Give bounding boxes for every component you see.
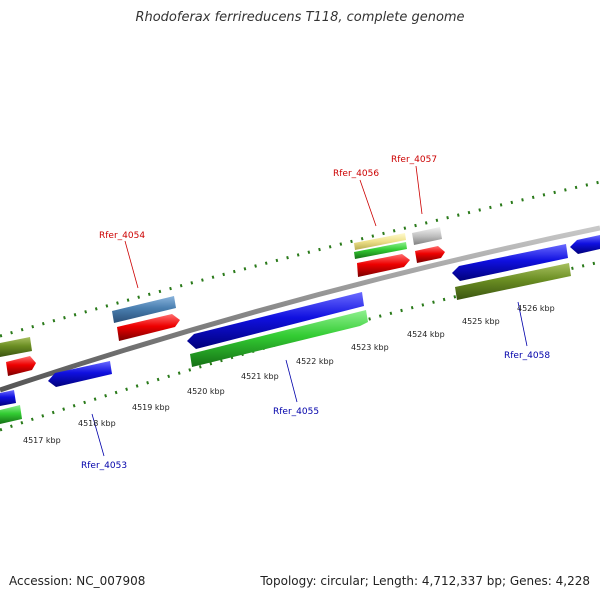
gene-green-left-edge bbox=[0, 405, 22, 424]
genome-backbone bbox=[0, 225, 600, 393]
kbp-label: 4521 kbp bbox=[241, 372, 279, 381]
kbp-label: 4526 kbp bbox=[517, 304, 555, 313]
kbp-label: 4522 kbp bbox=[296, 357, 334, 366]
gene-blue-left-edge bbox=[0, 390, 16, 406]
gene-label-rfer4055: Rfer_4055 bbox=[273, 407, 319, 417]
genome-summary-text: Topology: circular; Length: 4,712,337 bp… bbox=[260, 574, 590, 588]
label-leader-lines bbox=[91, 165, 528, 457]
lower-tick-ring bbox=[0, 260, 600, 432]
gene-red-rfer4054 bbox=[117, 314, 180, 341]
gene-red-left bbox=[6, 356, 36, 376]
gene-blue-right-edge bbox=[570, 235, 600, 254]
gene-label-rfer4058: Rfer_4058 bbox=[504, 351, 550, 361]
gene-olive-left bbox=[0, 337, 32, 357]
gene-blue-rfer4055 bbox=[187, 292, 364, 349]
gene-label-rfer4054: Rfer_4054 bbox=[99, 231, 145, 241]
kbp-label: 4523 kbp bbox=[351, 343, 389, 352]
kbp-label: 4524 kbp bbox=[407, 330, 445, 339]
gene-khaki-rfer4056 bbox=[354, 233, 406, 250]
forward-strand-genes bbox=[0, 227, 445, 376]
kbp-label: 4520 kbp bbox=[187, 387, 225, 396]
gene-red-rfer4056 bbox=[357, 254, 410, 277]
kbp-labels: 4517 kbp 4518 kbp 4519 kbp 4520 kbp 4521… bbox=[23, 304, 555, 445]
gene-red-rfer4057 bbox=[415, 246, 445, 263]
kbp-label: 4518 kbp bbox=[78, 419, 116, 428]
gene-green-rfer4056 bbox=[354, 242, 407, 259]
leader-rfer4057 bbox=[415, 165, 423, 215]
kbp-label: 4519 kbp bbox=[132, 403, 170, 412]
accession-text: Accession: NC_007908 bbox=[9, 574, 146, 588]
leader-rfer4056 bbox=[359, 179, 377, 227]
gene-label-rfer4053: Rfer_4053 bbox=[81, 461, 127, 471]
gene-label-rfer4057: Rfer_4057 bbox=[391, 155, 437, 165]
gene-olive-rfer4058 bbox=[455, 263, 571, 300]
leader-rfer4054 bbox=[124, 240, 139, 289]
kbp-label: 4517 kbp bbox=[23, 436, 61, 445]
gene-blue-rfer4058 bbox=[452, 244, 568, 281]
leader-rfer4058 bbox=[517, 301, 528, 347]
gene-steel-rfer4054 bbox=[112, 296, 176, 323]
leader-rfer4055 bbox=[285, 359, 298, 403]
gene-labels: Rfer_4053 Rfer_4054 Rfer_4055 Rfer_4056 … bbox=[81, 155, 550, 471]
gene-gray-rfer4057 bbox=[412, 227, 442, 245]
gene-blue-rfer4053 bbox=[48, 361, 112, 387]
gene-green-rfer4055 bbox=[190, 310, 368, 367]
kbp-label: 4525 kbp bbox=[462, 317, 500, 326]
map-title: Rhodoferax ferrireducens T118, complete … bbox=[135, 10, 465, 25]
leader-rfer4053 bbox=[91, 413, 105, 457]
reverse-strand-genes bbox=[0, 235, 600, 424]
gene-label-rfer4056: Rfer_4056 bbox=[333, 169, 379, 179]
